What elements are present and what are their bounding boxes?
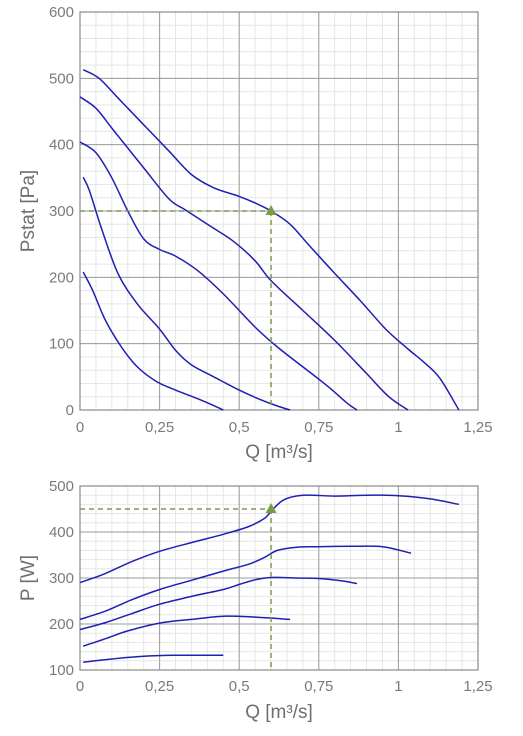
pressure-curve-2 [79, 96, 409, 411]
power-plot-frame [79, 485, 479, 671]
pressure-x-tick-label: 0,5 [229, 419, 250, 436]
power-y-tick-label: 400 [49, 524, 74, 541]
pressure-x-tick-label: 1 [394, 419, 402, 436]
power-x-tick-label: 0,75 [304, 678, 333, 695]
pressure-y-tick-label: 400 [49, 137, 74, 154]
power-y-tick-label: 200 [49, 616, 74, 633]
pressure-curve-4 [82, 176, 291, 411]
power-x-tick-label: 1 [394, 678, 402, 695]
pressure-operating-point-marker [265, 205, 277, 215]
pressure-x-tick-label: 0 [76, 419, 84, 436]
pressure-y-tick-label: 100 [49, 336, 74, 353]
power-x-tick-label: 0 [76, 678, 84, 695]
power-y-tick-label: 300 [49, 570, 74, 587]
power-curve-1 [79, 494, 460, 584]
power-chart: 0 0,25 0,5 0,75 1 1,25 100 200 300 400 500 Q [m³/s]… [18, 478, 493, 723]
power-y-tick-label: 100 [49, 662, 74, 679]
power-x-tick-label: 0,25 [145, 678, 174, 695]
power-operating-point-marker [265, 503, 277, 513]
pressure-y-tick-label: 500 [49, 70, 74, 87]
pressure-x-tick-label: 0,25 [145, 419, 174, 436]
pressure-y-tick-label: 300 [49, 203, 74, 220]
pressure-curve-3 [79, 141, 358, 411]
power-x-tick-label: 0,5 [229, 678, 250, 695]
power-x-tick-label: 1,25 [463, 678, 492, 695]
pressure-curve-5 [82, 271, 224, 411]
pressure-y-tick-label: 600 [49, 4, 74, 21]
power-curve-3 [79, 576, 358, 631]
pressure-chart: 0 0,25 0,5 0,75 1 1,25 0 100 200 300 400 500 600 Q [m… [18, 4, 493, 463]
power-x-axis-label: Q [m³/s] [245, 702, 313, 723]
pressure-x-axis-label: Q [m³/s] [245, 442, 313, 463]
pressure-x-tick-label: 1,25 [463, 419, 492, 436]
power-curve-5 [83, 654, 224, 663]
pressure-y-tick-label: 0 [66, 402, 74, 419]
power-y-tick-label: 500 [49, 478, 74, 495]
power-y-axis-label: P [W] [18, 555, 39, 601]
power-curve-2 [79, 545, 412, 621]
power-curve-4 [82, 615, 291, 647]
pressure-y-axis-label: Pstat [Pa] [18, 170, 39, 252]
pressure-y-tick-label: 200 [49, 269, 74, 286]
pressure-major-grid [79, 11, 479, 411]
pressure-x-tick-label: 0,75 [304, 419, 333, 436]
